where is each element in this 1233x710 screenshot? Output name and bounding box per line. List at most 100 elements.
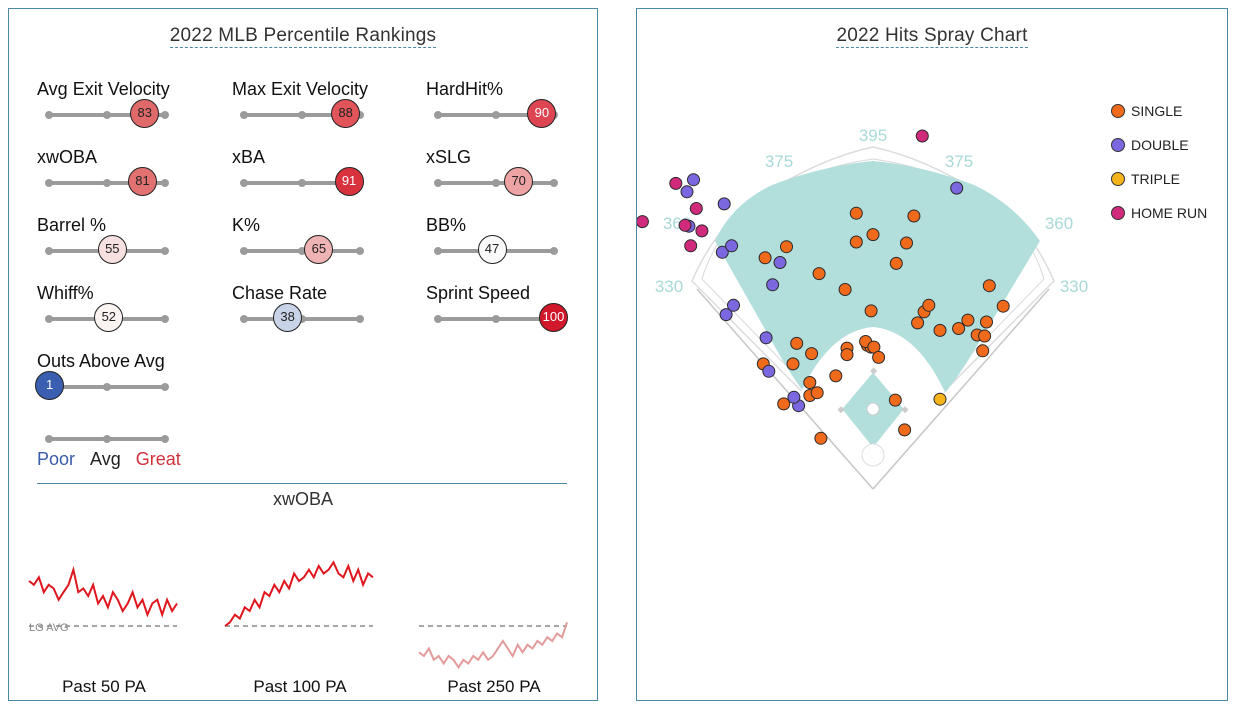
hit-single — [814, 431, 828, 445]
hit-double — [725, 239, 739, 253]
hit-double — [717, 197, 731, 211]
spark-label-50: Past 50 PA — [62, 677, 146, 696]
hit-single — [900, 236, 913, 250]
lg-avg-label: LG AVG — [29, 622, 69, 634]
hit-single — [790, 336, 804, 350]
percentile-tick — [161, 179, 169, 187]
hit-double — [773, 256, 787, 269]
metric-label: HardHit% — [426, 79, 504, 99]
percentile-track: 88 — [240, 99, 364, 128]
hit-home-run — [669, 176, 683, 190]
metric-max-exit-velocity: Max Exit Velocity 88 — [232, 79, 412, 139]
metric-label: Barrel % — [37, 215, 107, 235]
hit-single — [889, 256, 903, 270]
percentile-tick — [492, 315, 500, 323]
percentile-track: 1 — [35, 371, 169, 400]
hit-single — [982, 279, 996, 293]
percentile-tick — [103, 111, 111, 119]
percentile-bubble: 1 — [35, 371, 65, 400]
spray-chart-panel: 395 375 375 360 360 330 330 2022 Hits Sp… — [636, 8, 1228, 701]
percentile-bubble: 91 — [334, 167, 364, 196]
xwoba-title: xwOBA — [272, 489, 333, 509]
hit-home-run — [637, 215, 649, 229]
hit-single — [898, 423, 912, 437]
distance-center: 395 — [859, 126, 887, 145]
hit-double — [680, 185, 694, 199]
percentile-tick — [492, 179, 500, 187]
percentile-tick — [45, 111, 53, 119]
distance-right-gap: 360 — [1045, 214, 1073, 233]
scale-tick — [161, 435, 169, 443]
metric-barrel: Barrel % 55 — [37, 215, 217, 275]
percentile-tick — [161, 247, 169, 255]
percentile-panel-title: 2022 MLB Percentile Rankings — [169, 25, 437, 48]
metric-sprint-speed: Sprint Speed 100 — [426, 283, 606, 343]
percentile-tick — [103, 383, 111, 391]
hit-double — [787, 390, 801, 404]
percentile-tick — [434, 247, 442, 255]
percentile-bubble: 38 — [273, 303, 303, 332]
distance-labels: 395 375 375 360 360 330 330 — [655, 126, 1088, 296]
hit-double — [766, 278, 780, 292]
legend-label-double: DOUBLE — [1131, 137, 1189, 153]
percentile-tick — [550, 247, 558, 255]
distance-right-line: 330 — [1060, 277, 1088, 296]
distance-right-center: 375 — [945, 152, 973, 171]
hit-home-run — [689, 202, 703, 215]
hit-home-run — [915, 129, 929, 143]
spark-label-250: Past 250 PA — [447, 677, 541, 696]
legend-item-single: SINGLE — [1111, 94, 1207, 128]
pitchers-mound — [866, 402, 880, 416]
percentile-tick — [45, 315, 53, 323]
legend-label-home-run: HOME RUN — [1131, 205, 1208, 221]
metric-label: BB% — [426, 215, 467, 235]
percentile-tick — [298, 315, 306, 323]
percentile-bubble: 70 — [504, 167, 534, 196]
percentile-tick — [240, 315, 248, 323]
metric-xwoba: xwOBA 81 — [37, 147, 217, 207]
percentile-track: 91 — [240, 167, 364, 196]
hit-single — [872, 350, 886, 364]
metric-bb: BB% 47 — [426, 215, 606, 275]
percentile-tick — [240, 179, 248, 187]
section-divider — [37, 483, 567, 484]
metric-label: xSLG — [426, 147, 472, 167]
hit-home-run — [678, 218, 692, 232]
hit-single — [849, 206, 863, 220]
hit-single — [980, 315, 993, 329]
metric-chase-rate: Chase Rate 38 — [232, 283, 412, 343]
hit-markers — [637, 129, 1010, 445]
percentile-tick — [45, 247, 53, 255]
hit-single — [758, 251, 772, 265]
hit-single — [812, 267, 826, 281]
percentile-track: 65 — [240, 235, 364, 264]
percentile-tick — [298, 111, 306, 119]
hit-single — [864, 304, 878, 318]
hit-single — [810, 386, 824, 400]
hit-single — [907, 209, 921, 223]
hit-home-run — [684, 239, 698, 253]
legend-label-single: SINGLE — [1131, 103, 1183, 119]
metric-label: Avg Exit Velocity — [37, 79, 170, 99]
hit-double — [719, 308, 733, 322]
hit-single — [996, 299, 1010, 313]
percentile-tick — [161, 315, 169, 323]
percentile-tick — [434, 179, 442, 187]
metric-whiff: Whiff% 52 — [37, 283, 217, 343]
scale-poor-label: Poor — [37, 449, 76, 469]
hit-single — [922, 298, 936, 312]
scale-tick — [103, 435, 111, 443]
percentile-bubble: 90 — [527, 99, 557, 128]
hit-single — [952, 322, 966, 335]
metric-label: xBA — [232, 147, 266, 167]
percentile-track: 100 — [434, 303, 568, 332]
hit-single — [803, 376, 817, 389]
percentile-tick — [240, 247, 248, 255]
legend-dot-home-run — [1111, 206, 1125, 220]
percentile-bubble: 81 — [127, 167, 157, 196]
spark-label-100: Past 100 PA — [253, 677, 347, 696]
percentile-track: 52 — [45, 303, 169, 332]
metric-hardhit: HardHit% 90 — [426, 79, 606, 139]
percentile-tick — [356, 315, 364, 323]
hit-single — [911, 316, 925, 330]
